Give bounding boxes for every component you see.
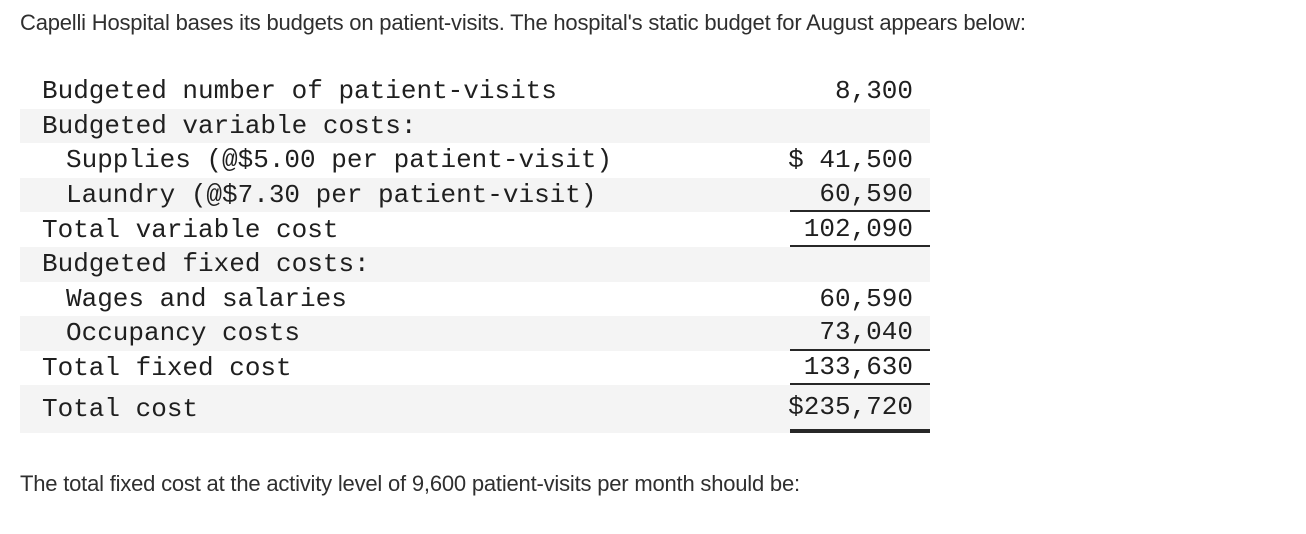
row-label: Supplies (@$5.00 per patient-visit) bbox=[66, 145, 613, 176]
row-label: Wages and salaries bbox=[66, 283, 347, 314]
budget-table: Budgeted number of patient-visits 8,300 … bbox=[20, 74, 930, 434]
row-label: Budgeted fixed costs: bbox=[42, 249, 370, 280]
question-text: The total fixed cost at the activity lev… bbox=[20, 471, 800, 497]
table-row: Budgeted variable costs: bbox=[20, 108, 930, 144]
row-amount bbox=[790, 109, 930, 144]
table-row: Occupancy costs 73,040 bbox=[20, 316, 930, 351]
row-amount: 133,630 bbox=[790, 351, 930, 386]
row-amount: 102,090 bbox=[790, 212, 930, 247]
table-row: Laundry (@$7.30 per patient-visit) 60,59… bbox=[20, 177, 930, 213]
row-label: Budgeted number of patient-visits bbox=[42, 76, 557, 107]
table-row: Total cost $235,720 bbox=[20, 385, 930, 434]
row-amount: 73,040 bbox=[790, 316, 930, 351]
row-amount: 8,300 bbox=[834, 76, 913, 107]
row-label: Total cost bbox=[42, 394, 199, 425]
table-row: Budgeted number of patient-visits 8,300 bbox=[20, 74, 930, 109]
row-label: Total fixed cost bbox=[42, 353, 292, 384]
row-label: Total variable cost bbox=[42, 214, 339, 245]
row-label: Occupancy costs bbox=[66, 318, 301, 349]
table-row: Wages and salaries 60,590 bbox=[20, 282, 930, 317]
table-row: Budgeted fixed costs: bbox=[20, 246, 930, 282]
row-amount: 60,590 bbox=[819, 283, 913, 314]
table-row: Total variable cost 102,090 bbox=[20, 212, 930, 247]
row-label: Budgeted variable costs: bbox=[42, 110, 417, 141]
table-row: Supplies (@$5.00 per patient-visit) $ 41… bbox=[20, 143, 930, 178]
row-amount: 60,590 bbox=[790, 178, 930, 213]
table-row: Total fixed cost 133,630 bbox=[20, 351, 930, 386]
row-amount: $235,720 bbox=[788, 385, 930, 434]
row-label: Laundry (@$7.30 per patient-visit) bbox=[66, 180, 597, 211]
row-amount bbox=[790, 247, 930, 282]
page-title: Capelli Hospital bases its budgets on pa… bbox=[20, 10, 1026, 35]
row-amount: $ 41,500 bbox=[788, 145, 913, 176]
